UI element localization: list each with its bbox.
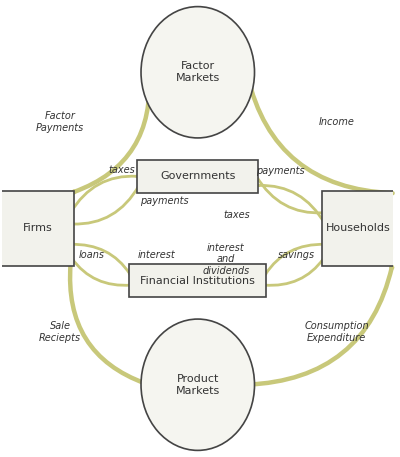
Text: taxes: taxes (108, 165, 135, 175)
Text: Financial Institutions: Financial Institutions (140, 276, 255, 286)
FancyBboxPatch shape (129, 264, 266, 297)
FancyBboxPatch shape (322, 191, 394, 266)
Text: interest
and
dividends: interest and dividends (202, 243, 250, 276)
Text: Firms: Firms (22, 223, 52, 234)
Text: payments: payments (140, 197, 189, 206)
Circle shape (141, 6, 254, 138)
Text: interest: interest (138, 250, 176, 260)
Text: Sale
Reciepts: Sale Reciepts (39, 321, 81, 343)
Text: Income: Income (319, 117, 355, 127)
Text: Consumption
Expenditure: Consumption Expenditure (304, 321, 369, 343)
FancyBboxPatch shape (1, 191, 74, 266)
Text: taxes: taxes (224, 210, 250, 220)
Text: Factor
Payments: Factor Payments (36, 112, 84, 133)
Text: loans: loans (79, 250, 105, 260)
Text: savings: savings (278, 250, 315, 260)
FancyBboxPatch shape (137, 160, 258, 193)
Circle shape (141, 319, 254, 451)
Text: payments: payments (256, 165, 304, 175)
Text: Factor
Markets: Factor Markets (176, 62, 220, 83)
Text: Product
Markets: Product Markets (176, 374, 220, 395)
Text: Households: Households (326, 223, 390, 234)
Text: Governments: Governments (160, 171, 236, 181)
